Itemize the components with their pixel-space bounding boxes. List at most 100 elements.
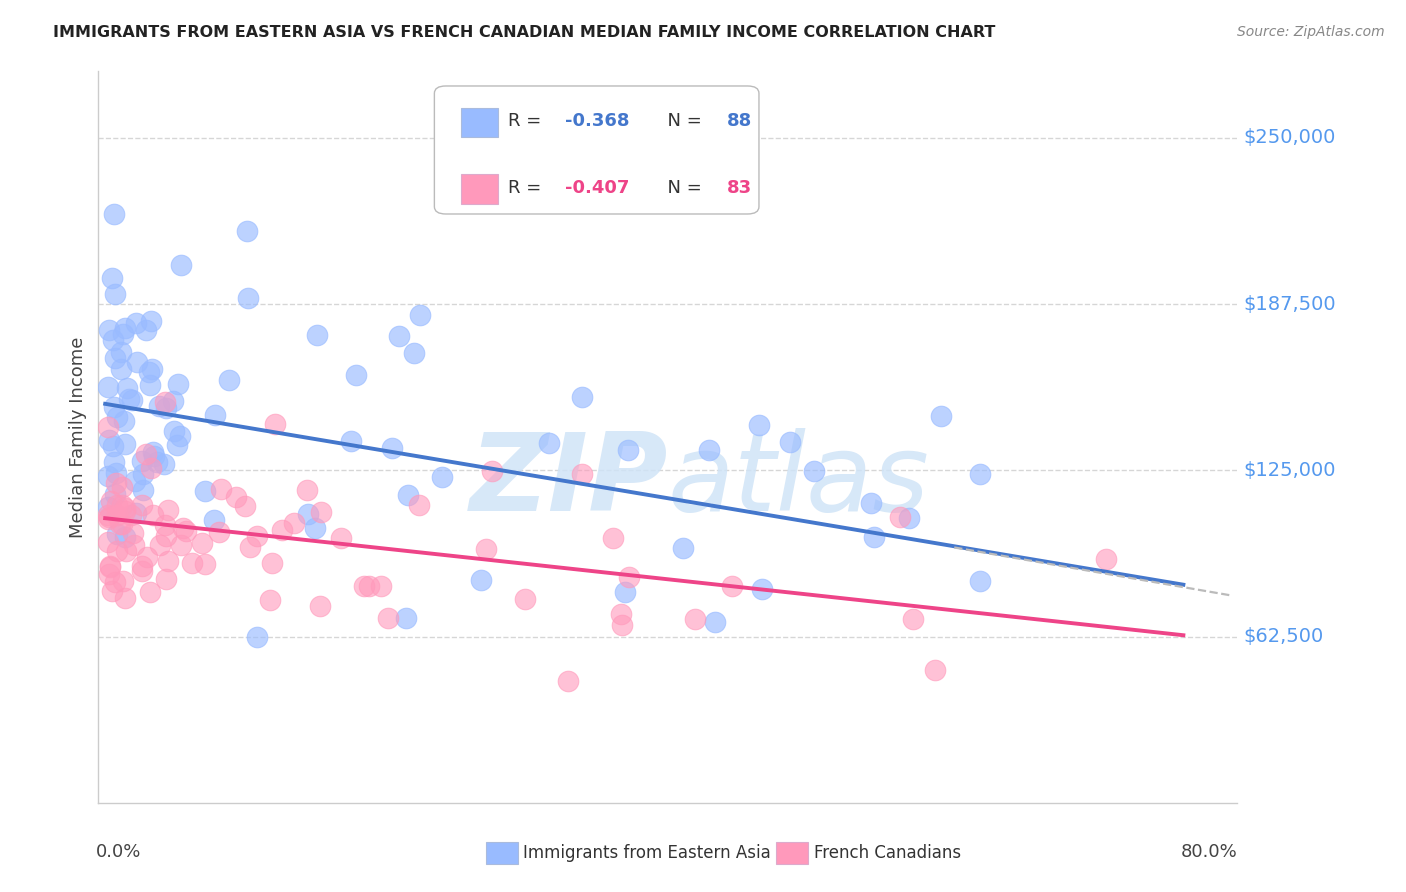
Point	[194, 557, 217, 571]
Point	[190, 536, 212, 550]
Point	[97, 469, 120, 483]
Point	[233, 499, 256, 513]
Point	[236, 291, 259, 305]
Point	[111, 516, 134, 531]
Point	[101, 270, 124, 285]
Point	[481, 464, 503, 478]
Text: R =: R =	[509, 178, 547, 196]
Point	[142, 445, 165, 459]
Point	[169, 429, 191, 443]
Point	[751, 582, 773, 597]
Point	[131, 453, 153, 467]
Text: R =: R =	[509, 112, 547, 130]
Point	[404, 346, 426, 360]
Point	[105, 410, 128, 425]
Text: 83: 83	[727, 178, 752, 196]
FancyBboxPatch shape	[434, 86, 759, 214]
Point	[157, 554, 180, 568]
Point	[135, 323, 157, 337]
Point	[118, 392, 141, 406]
Point	[98, 559, 121, 574]
FancyBboxPatch shape	[776, 842, 808, 864]
Point	[475, 541, 498, 556]
Point	[610, 618, 633, 632]
Point	[329, 531, 352, 545]
Point	[408, 499, 430, 513]
Point	[149, 538, 172, 552]
Point	[104, 286, 127, 301]
Point	[181, 556, 204, 570]
Point	[125, 355, 148, 369]
Point	[162, 393, 184, 408]
Text: $62,500: $62,500	[1243, 627, 1323, 646]
Point	[105, 527, 128, 541]
Point	[1095, 552, 1118, 566]
Point	[602, 531, 624, 545]
Point	[152, 457, 174, 471]
Point	[538, 436, 561, 450]
Point	[122, 538, 145, 552]
Point	[264, 417, 287, 431]
Text: $125,000: $125,000	[1243, 461, 1336, 480]
Point	[105, 508, 128, 522]
Point	[97, 535, 120, 549]
Point	[929, 409, 952, 423]
Point	[166, 376, 188, 391]
Point	[353, 579, 375, 593]
Text: 80.0%: 80.0%	[1181, 843, 1237, 861]
Point	[114, 591, 136, 605]
Point	[110, 362, 132, 376]
Point	[339, 434, 361, 449]
Point	[748, 417, 770, 432]
Point	[131, 564, 153, 578]
Point	[138, 365, 160, 379]
Point	[104, 486, 127, 500]
Point	[396, 488, 419, 502]
Point	[395, 611, 418, 625]
Point	[889, 509, 911, 524]
Point	[153, 395, 176, 409]
FancyBboxPatch shape	[485, 842, 517, 864]
Text: $187,500: $187,500	[1243, 294, 1336, 314]
Text: IMMIGRANTS FROM EASTERN ASIA VS FRENCH CANADIAN MEDIAN FAMILY INCOME CORRELATION: IMMIGRANTS FROM EASTERN ASIA VS FRENCH C…	[53, 25, 995, 40]
Text: Immigrants from Eastern Asia: Immigrants from Eastern Asia	[523, 844, 770, 862]
Text: N =: N =	[657, 112, 709, 130]
Point	[671, 541, 693, 556]
Point	[105, 475, 128, 490]
Text: $250,000: $250,000	[1243, 128, 1336, 147]
Point	[139, 314, 162, 328]
Y-axis label: Median Family Income: Median Family Income	[69, 336, 87, 538]
Point	[101, 584, 124, 599]
Point	[97, 512, 120, 526]
Point	[105, 498, 128, 512]
Point	[143, 449, 166, 463]
Point	[803, 464, 825, 478]
Point	[110, 344, 132, 359]
Text: N =: N =	[657, 178, 709, 196]
Point	[204, 408, 226, 422]
Point	[194, 484, 217, 499]
Point	[295, 483, 318, 497]
Point	[114, 504, 136, 518]
Point	[170, 259, 193, 273]
Text: Source: ZipAtlas.com: Source: ZipAtlas.com	[1237, 25, 1385, 39]
Point	[148, 399, 170, 413]
Point	[105, 544, 128, 558]
Point	[357, 579, 380, 593]
Point	[101, 334, 124, 348]
Point	[131, 558, 153, 573]
Point	[697, 442, 720, 457]
Point	[897, 510, 920, 524]
Point	[388, 328, 411, 343]
Point	[111, 498, 134, 512]
Point	[174, 524, 197, 538]
Point	[103, 455, 125, 469]
Point	[112, 326, 135, 341]
Point	[141, 362, 163, 376]
Point	[969, 467, 991, 481]
Point	[172, 521, 194, 535]
Point	[211, 482, 233, 496]
Point	[311, 505, 333, 519]
Point	[98, 566, 121, 581]
Point	[97, 508, 120, 522]
